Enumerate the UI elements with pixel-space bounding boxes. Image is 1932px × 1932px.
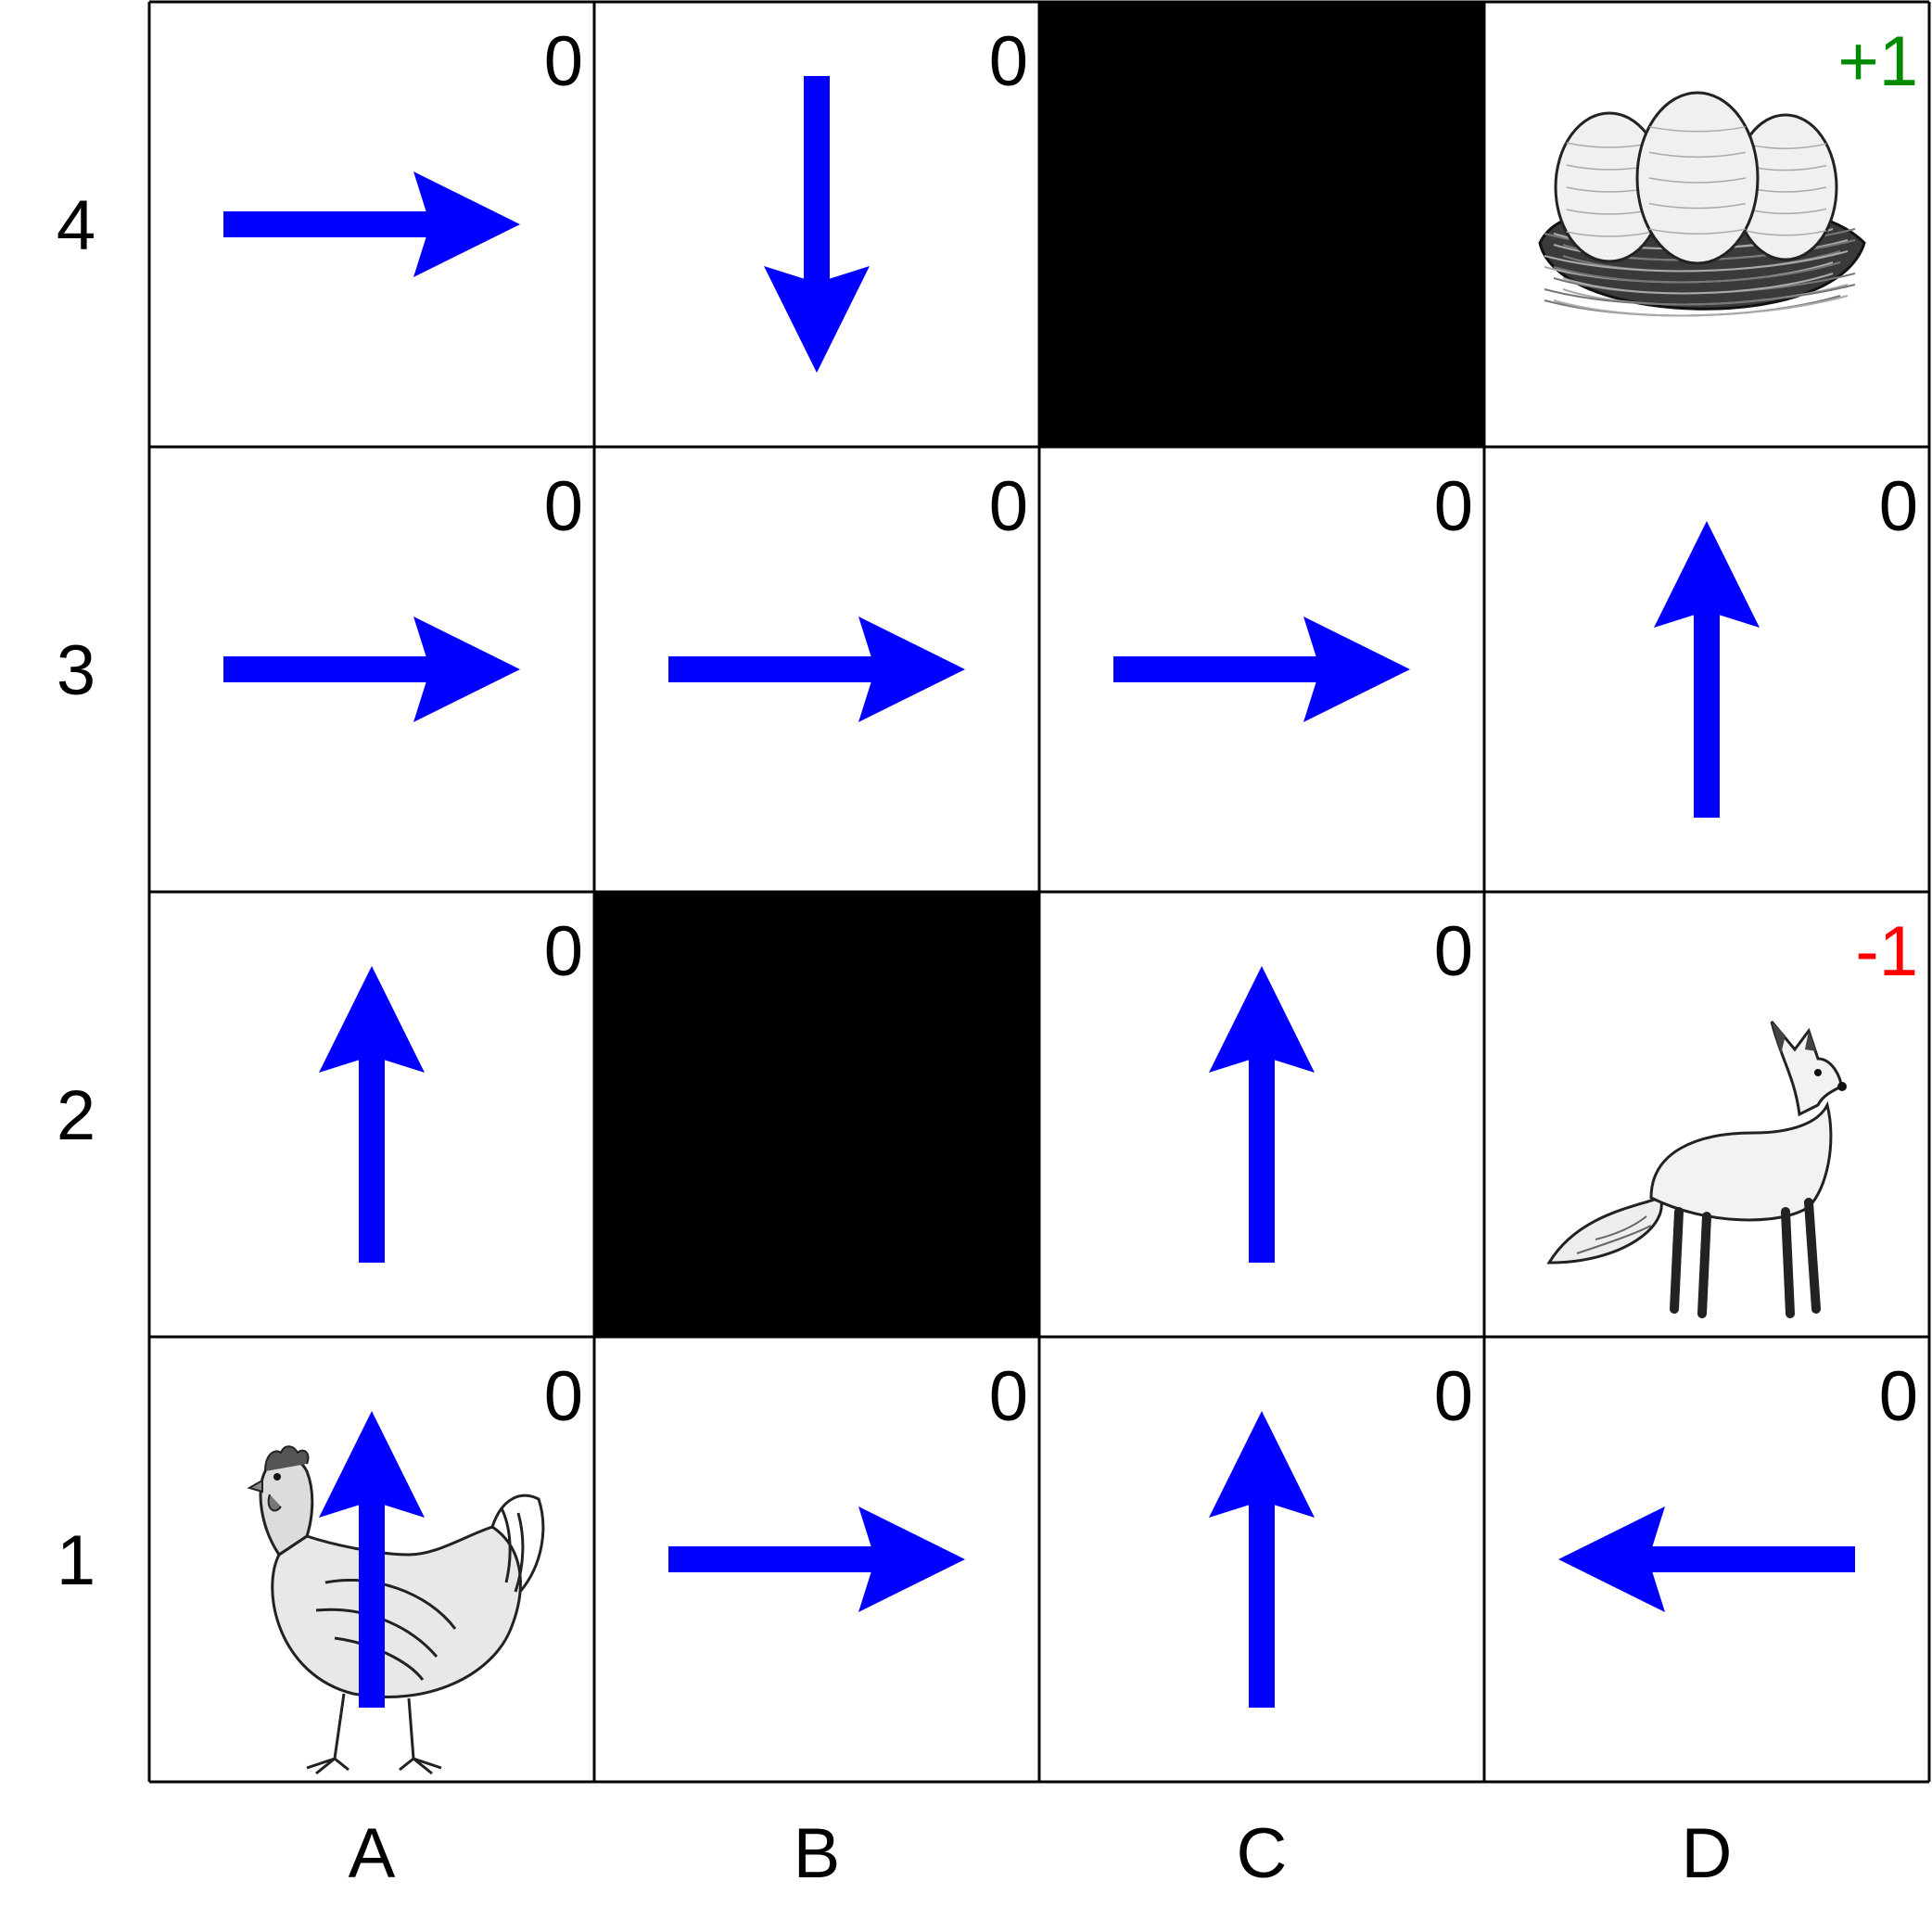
policy-arrow-b3-right [668, 616, 965, 722]
reward-value-d1: 0 [1879, 1357, 1918, 1436]
reward-layer: 0 0 +1 0 0 0 0 0 0 -1 0 0 0 0 [544, 22, 1918, 1436]
reward-value-b3: 0 [989, 467, 1028, 546]
fox-icon [1546, 1021, 1847, 1318]
wall-layer [594, 2, 1484, 1337]
reward-value-c3: 0 [1434, 467, 1473, 546]
arrow-shaft [668, 1546, 877, 1572]
nest-with-eggs-icon [1538, 91, 1866, 317]
arrow-head [1303, 616, 1410, 722]
row-label-1: 1 [57, 1521, 95, 1600]
policy-arrow-a3-right [223, 616, 520, 722]
policy-arrow-c3-right [1113, 616, 1410, 722]
reward-value-d4: +1 [1837, 22, 1918, 101]
axis-labels: 4 3 2 1 A B C D [57, 186, 1733, 1893]
arrow-shaft [1249, 1499, 1275, 1708]
arrow-shaft [1694, 609, 1720, 818]
arrow-head [319, 1411, 425, 1518]
arrow-layer [223, 76, 1855, 1708]
arrow-shaft [223, 211, 432, 237]
policy-arrow-d3-up [1654, 521, 1760, 818]
arrow-head [1209, 966, 1315, 1073]
row-label-4: 4 [57, 186, 95, 265]
arrow-head [858, 1506, 965, 1612]
reward-value-c2: 0 [1434, 912, 1473, 991]
column-label-d: D [1682, 1814, 1733, 1893]
reward-value-a2: 0 [544, 912, 583, 991]
hen-icon [247, 1445, 545, 1775]
arrow-shaft [1646, 1546, 1855, 1572]
arrow-head [1558, 1506, 1665, 1612]
grid-lines [147, 0, 1931, 1784]
arrow-shaft [668, 656, 877, 682]
column-label-c: C [1237, 1814, 1288, 1893]
reward-value-b4: 0 [989, 22, 1028, 101]
wall-cell-b2 [594, 892, 1039, 1337]
policy-arrow-a1-up [319, 1411, 425, 1708]
arrow-shaft [804, 76, 830, 285]
arrow-head [1209, 1411, 1315, 1518]
policy-arrow-c2-up [1209, 966, 1315, 1263]
arrow-shaft [1113, 656, 1322, 682]
reward-value-b1: 0 [989, 1357, 1028, 1436]
arrow-head [1654, 521, 1760, 628]
column-label-b: B [794, 1814, 841, 1893]
row-label-3: 3 [57, 631, 95, 710]
arrow-head [858, 616, 965, 722]
arrow-shaft [359, 1054, 385, 1263]
reward-value-d3: 0 [1879, 467, 1918, 546]
arrow-head [413, 616, 520, 722]
policy-arrow-c1-up [1209, 1411, 1315, 1708]
column-label-a: A [349, 1814, 396, 1893]
arrow-shaft [1249, 1054, 1275, 1263]
arrow-head [413, 172, 520, 277]
reward-value-a3: 0 [544, 467, 583, 546]
row-label-2: 2 [57, 1076, 95, 1155]
picture-layer [247, 91, 1866, 1775]
arrow-shaft [359, 1499, 385, 1708]
arrow-head [319, 966, 425, 1073]
reward-value-d2: -1 [1855, 912, 1918, 991]
policy-arrow-b4-down [764, 76, 870, 373]
reward-value-a4: 0 [544, 22, 583, 101]
policy-arrow-d1-left [1558, 1506, 1855, 1612]
arrow-head [764, 266, 870, 373]
wall-cell-c4 [1039, 2, 1484, 447]
policy-arrow-a2-up [319, 966, 425, 1263]
reward-value-c1: 0 [1434, 1357, 1473, 1436]
reward-value-a1: 0 [544, 1357, 583, 1436]
policy-arrow-a4-right [223, 172, 520, 277]
policy-arrow-b1-right [668, 1506, 965, 1612]
arrow-shaft [223, 656, 432, 682]
